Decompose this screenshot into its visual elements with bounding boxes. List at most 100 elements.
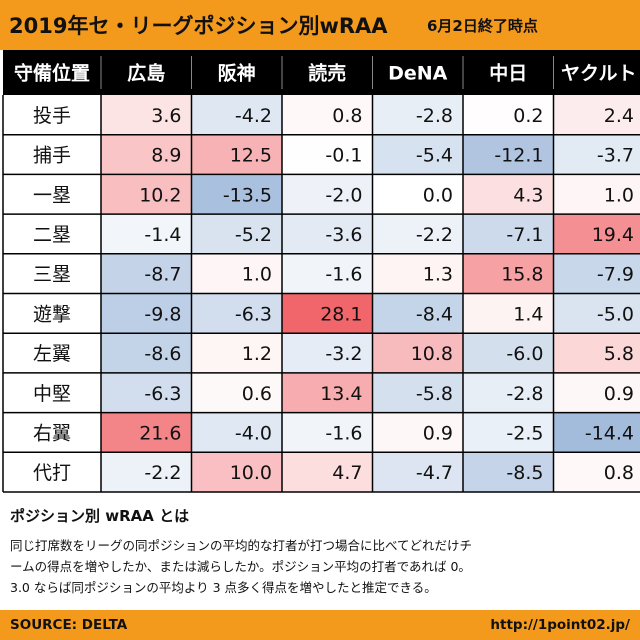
heat-cell xyxy=(101,333,192,373)
header-row-bg xyxy=(3,50,640,95)
cell-value: 0.9 xyxy=(604,383,634,405)
row-label: 右翼 xyxy=(33,422,71,444)
row-label-cell xyxy=(3,452,101,492)
heat-cell xyxy=(191,412,282,453)
row-label-cell xyxy=(3,412,101,453)
title-bar: 2019年セ・リーグポジション別wRAA 6月2日終了時点 xyxy=(0,0,640,50)
heat-cell xyxy=(463,372,554,413)
heat-cell xyxy=(282,412,373,453)
row-label: 二塁 xyxy=(33,224,71,246)
cell-value: 1.2 xyxy=(242,343,272,365)
cell-value: -3.7 xyxy=(597,145,634,167)
cell-value: -6.3 xyxy=(235,303,272,325)
row-label-cell xyxy=(3,174,101,215)
column-header: 読売 xyxy=(308,62,346,85)
row-label: 一塁 xyxy=(33,184,71,206)
cell-value: -1.6 xyxy=(325,264,362,286)
cell-value: 5.8 xyxy=(604,343,634,365)
heat-cell xyxy=(191,452,282,492)
row-label: 中堅 xyxy=(33,383,71,405)
cell-value: -5.2 xyxy=(235,224,272,246)
footer-bar: SOURCE: DELTA http://1point02.jp/ xyxy=(0,610,640,640)
cell-value: 1.0 xyxy=(604,184,634,206)
heat-cell xyxy=(553,95,640,135)
heat-cell xyxy=(553,253,640,294)
heat-cell xyxy=(372,95,463,135)
heat-cell xyxy=(553,293,640,334)
site-url-link[interactable]: http://1point02.jp/ xyxy=(490,617,630,633)
heat-cell xyxy=(553,174,640,215)
row-label: 代打 xyxy=(33,462,71,484)
cell-value: -8.5 xyxy=(506,462,543,484)
heat-cell xyxy=(101,174,192,215)
heat-cell xyxy=(372,214,463,254)
cell-value: 0.8 xyxy=(604,462,634,484)
cell-value: -3.2 xyxy=(325,343,362,365)
heat-cell xyxy=(463,253,554,294)
heat-cell xyxy=(282,293,373,334)
cell-value: -7.1 xyxy=(506,224,543,246)
cell-value: 1.3 xyxy=(423,264,453,286)
cell-value: 0.2 xyxy=(513,105,543,127)
cell-value: -8.7 xyxy=(144,264,181,286)
heat-cell xyxy=(553,372,640,413)
heat-cell xyxy=(101,134,192,175)
corner-label: 守備位置 xyxy=(14,62,90,85)
cell-value: 1.0 xyxy=(242,264,272,286)
column-header: 中日 xyxy=(489,62,527,85)
cell-value: -2.8 xyxy=(506,383,543,405)
note-line-2: ームの得点を増やしたか、または減らしたか。ポジション平均の打者であれば 0。 xyxy=(10,559,471,574)
cell-value: 10.8 xyxy=(411,343,453,365)
heat-cell xyxy=(463,174,554,215)
column-header: 広島 xyxy=(127,62,165,85)
heat-cell xyxy=(282,174,373,215)
cell-value: 3.6 xyxy=(151,105,181,127)
column-header: ヤクルト xyxy=(561,63,636,85)
row-label: 左翼 xyxy=(33,343,71,365)
cell-value: 4.7 xyxy=(332,462,362,484)
cell-value: -13.5 xyxy=(223,184,272,206)
cell-value: 10.0 xyxy=(230,462,272,484)
heat-cell xyxy=(101,372,192,413)
cell-value: 21.6 xyxy=(139,422,181,444)
cell-value: -14.4 xyxy=(585,422,634,444)
cell-value: -4.2 xyxy=(235,105,272,127)
explanation-note: ポジション別 wRAA とは 同じ打席数をリーグの同ポジションの平均的な打者が打… xyxy=(10,505,632,598)
heat-cell xyxy=(282,95,373,135)
heat-cell xyxy=(101,95,192,135)
heat-cell xyxy=(282,452,373,492)
cell-value: -9.8 xyxy=(144,303,181,325)
cell-value: 12.5 xyxy=(230,145,272,167)
heat-cell xyxy=(553,214,640,254)
cell-value: -5.8 xyxy=(416,383,453,405)
heat-cell xyxy=(191,293,282,334)
cell-value: -6.3 xyxy=(144,383,181,405)
cell-value: -2.5 xyxy=(506,422,543,444)
row-label-cell xyxy=(3,214,101,254)
cell-value: -1.6 xyxy=(325,422,362,444)
heat-cell xyxy=(553,412,640,453)
heat-cell xyxy=(282,214,373,254)
note-heading: ポジション別 wRAA とは xyxy=(10,507,190,525)
cell-value: -5.0 xyxy=(597,303,634,325)
heat-cell xyxy=(101,253,192,294)
heat-cell xyxy=(372,452,463,492)
cell-value: -1.4 xyxy=(144,224,181,246)
row-label-cell xyxy=(3,95,101,135)
cell-value: 10.2 xyxy=(139,184,181,206)
cell-value: 8.9 xyxy=(151,145,181,167)
heat-cell xyxy=(191,214,282,254)
heat-cell xyxy=(191,253,282,294)
heat-cell xyxy=(191,134,282,175)
heat-cell xyxy=(191,174,282,215)
cell-value: -2.0 xyxy=(325,184,362,206)
row-label-cell xyxy=(3,293,101,334)
cell-value: 4.3 xyxy=(513,184,543,206)
cell-value: 13.4 xyxy=(320,383,362,405)
cell-value: -12.1 xyxy=(494,145,543,167)
heat-cell xyxy=(463,333,554,373)
row-label: 捕手 xyxy=(33,145,71,167)
cell-value: -4.7 xyxy=(416,462,453,484)
heat-cell xyxy=(463,412,554,453)
